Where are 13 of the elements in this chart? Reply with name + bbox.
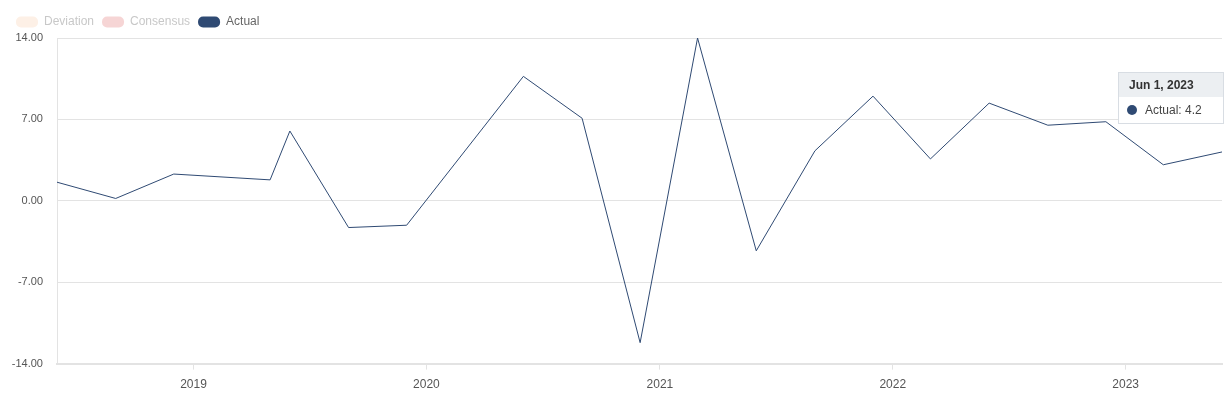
x-tick-label: 2020 (413, 377, 441, 392)
annotation: Actual: 4.2 (1145, 103, 1202, 117)
tooltip-header: Jun 1, 2023 (1119, 73, 1223, 97)
y-tick-label: 7.00 (21, 112, 43, 125)
legend-label: Actual (226, 14, 260, 29)
y-tick-label: 14.00 (15, 31, 43, 44)
x-tick-label: 2021 (646, 377, 674, 392)
y-tick-label: -14.00 (11, 356, 43, 369)
y-tick-label: 0.00 (21, 193, 43, 206)
x-tick-label: 2019 (180, 377, 208, 392)
x-tick-label: 2023 (1112, 377, 1140, 392)
y-tick-label: -7.00 (17, 275, 43, 288)
x-tick-label: 2022 (879, 377, 907, 392)
